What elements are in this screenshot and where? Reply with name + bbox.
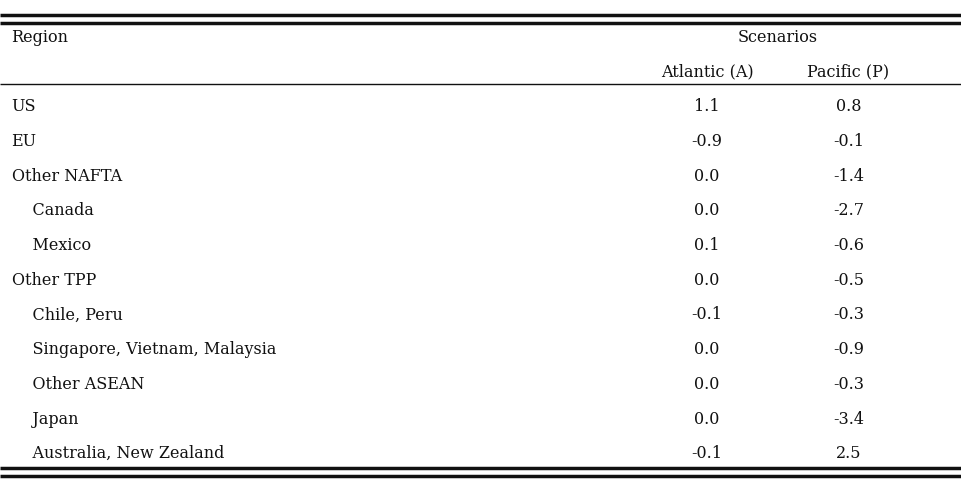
Text: -0.9: -0.9 [832, 341, 863, 358]
Text: Mexico: Mexico [12, 237, 90, 254]
Text: Australia, New Zealand: Australia, New Zealand [12, 445, 224, 462]
Text: -2.7: -2.7 [832, 202, 863, 219]
Text: -0.1: -0.1 [691, 306, 722, 323]
Text: -0.9: -0.9 [691, 133, 722, 150]
Text: EU: EU [12, 133, 37, 150]
Text: Scenarios: Scenarios [737, 29, 817, 46]
Text: 0.0: 0.0 [694, 341, 719, 358]
Text: Other NAFTA: Other NAFTA [12, 168, 121, 185]
Text: 0.8: 0.8 [835, 98, 860, 115]
Text: Pacific (P): Pacific (P) [806, 63, 889, 80]
Text: 0.0: 0.0 [694, 376, 719, 393]
Text: -0.1: -0.1 [832, 133, 863, 150]
Text: 0.1: 0.1 [694, 237, 719, 254]
Text: Other TPP: Other TPP [12, 272, 96, 289]
Text: Singapore, Vietnam, Malaysia: Singapore, Vietnam, Malaysia [12, 341, 276, 358]
Text: Chile, Peru: Chile, Peru [12, 306, 122, 323]
Text: Atlantic (A): Atlantic (A) [660, 63, 752, 80]
Text: -3.4: -3.4 [832, 411, 863, 428]
Text: Canada: Canada [12, 202, 93, 219]
Text: Japan: Japan [12, 411, 78, 428]
Text: 1.1: 1.1 [694, 98, 719, 115]
Text: 0.0: 0.0 [694, 411, 719, 428]
Text: Other ASEAN: Other ASEAN [12, 376, 144, 393]
Text: -0.6: -0.6 [832, 237, 863, 254]
Text: US: US [12, 98, 36, 115]
Text: 0.0: 0.0 [694, 202, 719, 219]
Text: 2.5: 2.5 [835, 445, 860, 462]
Text: -0.1: -0.1 [691, 445, 722, 462]
Text: -1.4: -1.4 [832, 168, 863, 185]
Text: -0.3: -0.3 [832, 306, 863, 323]
Text: 0.0: 0.0 [694, 272, 719, 289]
Text: 0.0: 0.0 [694, 168, 719, 185]
Text: -0.5: -0.5 [832, 272, 863, 289]
Text: -0.3: -0.3 [832, 376, 863, 393]
Text: Region: Region [12, 29, 68, 46]
